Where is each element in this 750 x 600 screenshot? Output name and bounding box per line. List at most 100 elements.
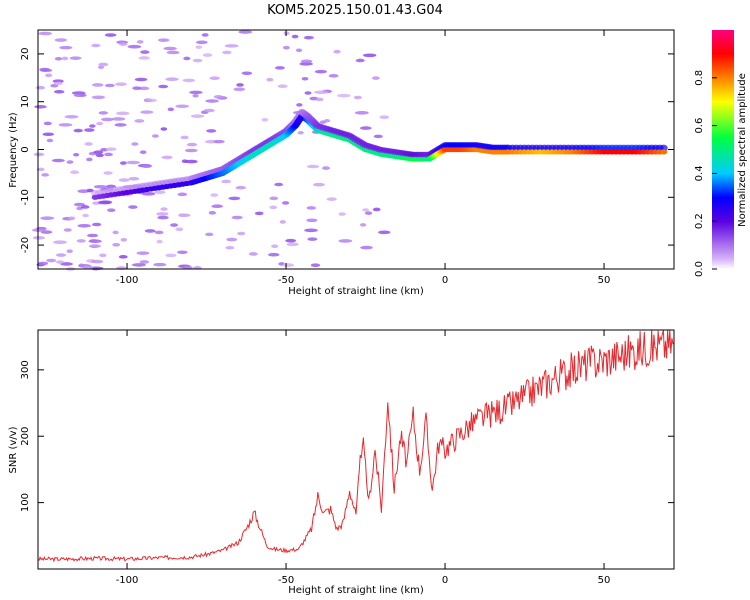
spectrogram-noise-blob (132, 86, 142, 90)
spectrogram-noise-blob (306, 164, 320, 169)
spectrogram-y-ticks: -20 -10 0 10 20 (20, 48, 674, 253)
spectrogram-noise-blob (136, 40, 144, 44)
spectrogram-noise-blob (170, 223, 178, 227)
colorbar-label: Normalized spectral amplitude (737, 73, 748, 227)
spectrogram-noise-blob (96, 121, 104, 126)
spectrogram-noise-blob (98, 62, 109, 67)
spectrogram-noise-blob (58, 123, 73, 127)
spectrogram-noise-blob (78, 263, 85, 268)
spectrogram-noise-blob (282, 201, 290, 205)
spectrogram-noise-blob (224, 44, 239, 48)
spectrogram-noise-blob (140, 50, 150, 54)
spectrogram-noise-blob (61, 56, 69, 61)
spectrogram-noise-blob (160, 207, 168, 211)
spectrogram-noise-blob (114, 82, 127, 87)
spectrogram-noise-blob (112, 243, 121, 247)
spectrogram-noise-blob (373, 134, 383, 139)
spectrogram-noise-blob (189, 90, 203, 95)
spectrogram-noise-blob (237, 231, 246, 236)
spectrogram-noise-blob (203, 108, 215, 113)
spectrogram-noise-blob (364, 211, 373, 215)
spectrogram-noise-blob (118, 42, 128, 46)
spectrogram-noise-blob (323, 118, 331, 123)
spectrogram-noise-blob (371, 76, 380, 80)
spectrogram-noise-blob (156, 239, 163, 244)
spectrogram-noise-blob (304, 228, 318, 233)
spectrogram-noise-blob (90, 259, 104, 264)
spectrogram-noise-blob (103, 171, 113, 175)
spectrogram-noise-blob (134, 119, 145, 123)
spectrogram-noise-blob (134, 77, 148, 82)
spectrogram-noise-blob (165, 77, 179, 82)
spectrogram-noise-blob (213, 95, 223, 99)
spectrogram-noise-blob (248, 252, 258, 256)
spectrogram-noise-blob (88, 239, 102, 244)
spectrogram-noise-blob (160, 127, 168, 131)
spectrogram-noise-blob (126, 160, 140, 165)
spectrogram-noise-blob (158, 84, 169, 89)
spectrogram-noise-blob (177, 192, 188, 197)
spectrogram-noise-blob (101, 117, 114, 122)
spectrogram-noise-blob (66, 249, 73, 253)
spectrogram-noise-blob (313, 182, 325, 187)
colorbar-ticks: 0.0 0.2 0.4 0.6 0.8 (694, 70, 717, 277)
spectrogram-y-tick-label: 0 (20, 146, 31, 152)
spectrogram-noise-blob (363, 53, 377, 58)
spectrogram-noise-blob (107, 208, 116, 212)
spectrogram-noise-blob (175, 104, 190, 109)
spectrogram-noise-blob (82, 213, 89, 218)
spectrogram-noise-blob (138, 86, 150, 91)
spectrogram-y-tick-label: 20 (20, 48, 31, 61)
spectrogram-noise-blob (336, 93, 351, 98)
spectrogram-noise-blob (128, 176, 140, 181)
spectrogram-noise-blob (118, 178, 130, 182)
spectrogram-noise-blob (92, 222, 102, 227)
spectrogram-noise-blob (91, 95, 106, 100)
spectrogram-noise-blob (114, 123, 127, 127)
spectrogram-noise-blob (185, 159, 198, 164)
spectrogram-noise-blob (138, 56, 151, 60)
spectrogram-noise-blob (154, 190, 166, 195)
spectrogram-noise-blob (73, 128, 83, 133)
colorbar-tick-label: 0.8 (694, 70, 705, 86)
spectrogram-noise-blob (144, 229, 156, 233)
spectrogram-noise-blob (186, 142, 198, 147)
spectrogram-noise-blob (86, 157, 93, 162)
spectrogram-noise-blob (70, 170, 80, 175)
spectrogram-noise-blob (233, 87, 246, 92)
spectrogram-noise-blob (42, 132, 55, 137)
spectrogram-noise-blob (91, 43, 101, 48)
spectrogram-noise-blob (296, 103, 303, 107)
spectrogram-noise-blob (201, 33, 209, 37)
spectrogram-noise-blob (299, 62, 313, 66)
spectrogram-x-tick-label: -50 (278, 275, 294, 286)
spectrogram-noise-blob (127, 44, 142, 49)
spectrogram-noise-blob (221, 179, 232, 184)
snr-plot-area (38, 330, 674, 569)
spectrogram-noise-blob (139, 150, 147, 155)
spectrogram-noise-blob (266, 77, 274, 82)
spectrogram-noise-blob (195, 45, 203, 49)
spectrogram-noise-blob (210, 193, 219, 197)
snr-series-line (37, 329, 675, 563)
spectrogram-noise-blob (141, 164, 152, 168)
spectrogram-noise-blob (181, 159, 188, 163)
spectrogram-noise-blob (64, 114, 79, 119)
snr-x-ticks: -100 -50 0 50 (116, 330, 610, 586)
spectrogram-noise-blob (362, 208, 370, 212)
spectrogram-noise-blob (63, 228, 72, 232)
spectrogram-noise-blob (41, 173, 50, 177)
spectrogram-noise-blob (98, 200, 112, 205)
snr-frame (37, 329, 675, 570)
spectrogram-noise-blob (306, 218, 318, 223)
spectrogram-noise-blob (165, 253, 177, 258)
spectrogram-noise-blob (209, 76, 220, 80)
spectrogram-x-tick-label: -100 (116, 275, 139, 286)
spectrogram-noise-blob (205, 232, 214, 237)
spectrogram-noise-blob (88, 244, 102, 248)
spectrogram-noise-blob (372, 207, 381, 212)
spectrogram-noise-blob (60, 262, 73, 266)
spectrogram-noise-blob (36, 167, 45, 172)
spectrogram-noise-blob (111, 117, 126, 121)
spectrogram-noise-blob (175, 227, 184, 232)
